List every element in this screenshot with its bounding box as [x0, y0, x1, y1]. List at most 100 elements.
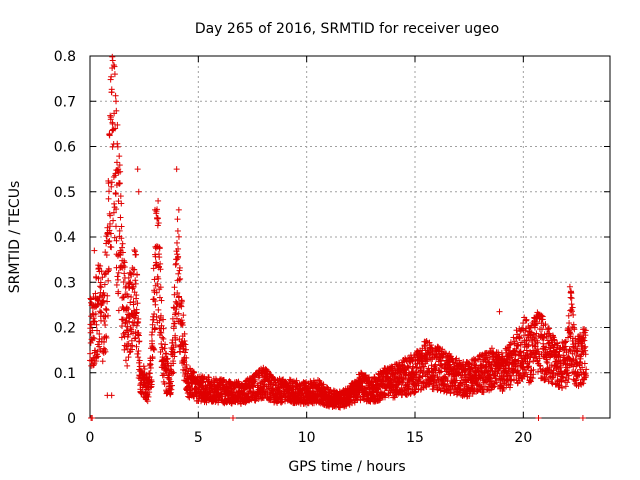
data-point — [128, 293, 135, 300]
data-point — [173, 166, 180, 173]
data-point — [157, 284, 164, 291]
data-point — [102, 249, 109, 256]
data-point — [160, 335, 167, 342]
data-point — [109, 120, 116, 127]
data-point — [116, 180, 123, 187]
data-point — [113, 281, 120, 288]
data-point — [135, 332, 142, 339]
data-point — [106, 227, 113, 234]
data-point — [173, 256, 180, 263]
data-point — [103, 307, 110, 314]
data-point — [118, 235, 125, 242]
data-point — [154, 215, 161, 222]
data-point — [132, 334, 139, 341]
data-point — [113, 107, 120, 114]
data-point — [562, 383, 569, 390]
data-point — [175, 233, 182, 240]
data-point — [107, 212, 114, 219]
data-point — [133, 251, 140, 258]
data-point — [132, 280, 139, 287]
data-point — [104, 298, 111, 305]
data-point — [107, 116, 114, 123]
data-point — [125, 354, 132, 361]
data-point — [94, 327, 101, 334]
data-point — [146, 389, 153, 396]
data-point — [104, 268, 111, 275]
data-point — [116, 227, 123, 234]
data-point — [131, 266, 138, 273]
data-point — [177, 275, 184, 282]
data-point — [183, 354, 190, 361]
data-point — [120, 262, 127, 269]
data-point — [141, 365, 148, 372]
data-point — [175, 253, 182, 260]
data-point — [168, 386, 175, 393]
data-point — [97, 262, 104, 269]
data-point — [157, 260, 164, 267]
data-point — [121, 264, 128, 271]
data-point — [133, 292, 140, 299]
data-point — [115, 276, 122, 283]
data-point — [181, 337, 188, 344]
data-point — [130, 330, 137, 337]
data-point — [178, 320, 185, 327]
data-point — [151, 276, 158, 283]
data-point — [162, 350, 169, 357]
data-point — [172, 342, 179, 349]
data-point — [133, 322, 140, 329]
data-point — [171, 284, 178, 291]
data-point — [175, 310, 182, 317]
data-point — [112, 170, 119, 177]
data-point — [106, 132, 113, 139]
data-point — [134, 350, 141, 357]
data-point — [122, 357, 129, 364]
data-point — [158, 297, 165, 304]
data-point — [135, 354, 142, 361]
data-point — [124, 293, 131, 300]
data-point — [125, 274, 132, 281]
data-point — [176, 293, 183, 300]
x-tick-label: 5 — [194, 430, 203, 446]
data-point — [91, 318, 98, 325]
data-point — [105, 188, 112, 195]
data-point — [161, 345, 168, 352]
data-point — [156, 244, 163, 251]
x-tick-label: 0 — [86, 430, 95, 446]
data-point — [133, 343, 140, 350]
data-point — [101, 281, 108, 288]
data-point — [147, 384, 154, 391]
data-point — [172, 311, 179, 318]
data-point — [178, 298, 185, 305]
y-axis-label: SRMTID / TECUs — [7, 181, 23, 294]
data-point — [176, 264, 183, 271]
data-point — [169, 370, 176, 377]
data-point — [131, 247, 138, 254]
data-point — [105, 195, 112, 202]
data-point — [118, 200, 125, 207]
data-point — [151, 346, 158, 353]
data-point — [156, 263, 163, 270]
data-point — [172, 332, 179, 339]
data-point — [182, 349, 189, 356]
data-point — [105, 267, 112, 274]
y-tick-label: 0.6 — [54, 140, 76, 156]
data-point — [87, 339, 94, 346]
data-point — [116, 153, 123, 160]
data-point — [115, 307, 122, 314]
data-point — [112, 125, 119, 132]
data-point — [133, 309, 140, 316]
data-point — [87, 350, 94, 357]
data-point — [119, 240, 126, 247]
data-point — [230, 415, 236, 421]
data-point — [114, 273, 121, 280]
data-point — [160, 325, 167, 332]
data-point — [107, 223, 114, 230]
data-point — [105, 238, 112, 245]
data-point — [116, 180, 123, 187]
data-point — [162, 341, 169, 348]
data-point — [110, 217, 117, 224]
data-point — [117, 193, 124, 200]
data-point — [175, 270, 182, 277]
data-point — [124, 345, 131, 352]
data-point — [99, 358, 106, 365]
